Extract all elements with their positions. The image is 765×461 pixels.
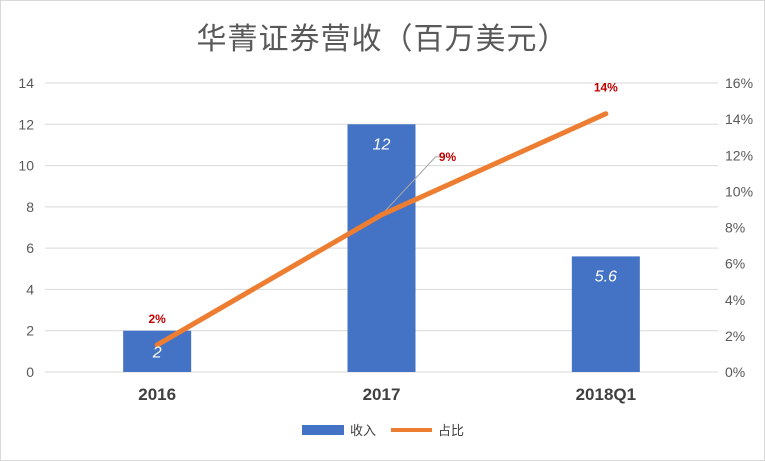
bar: [347, 124, 416, 373]
bar-value-label: 5.6: [595, 268, 617, 285]
y-left-tick-label: 2: [26, 323, 34, 339]
y-right-tick-label: 0%: [725, 364, 745, 380]
chart-title: 华菁证券营收（百万美元）: [196, 22, 569, 57]
line-value-label: 9%: [439, 150, 457, 164]
bar-value-label: 2: [152, 345, 162, 362]
x-tick-label: 2017: [363, 385, 401, 404]
y-left-tick-label: 4: [26, 281, 34, 297]
y-right-tick-label: 14%: [725, 111, 753, 127]
y-left-tick-label: 12: [18, 116, 34, 132]
y-right-tick-label: 16%: [725, 75, 753, 91]
legend-swatch-bar: [302, 425, 344, 435]
axes: 0 2 4 6 8 10 12 14 0% 2% 4% 6% 8% 10% 12% 14% 16% 2016 201…: [18, 75, 753, 404]
y-right-tick-label: 6%: [725, 256, 745, 272]
y-right-tick-label: 10%: [725, 183, 753, 199]
y-left-tick-label: 8: [26, 199, 34, 215]
legend-label: 收入: [350, 424, 376, 439]
y-right-tick-label: 2%: [725, 328, 745, 344]
y-right-tick-label: 4%: [725, 292, 745, 308]
bar-value-label: 12: [373, 136, 391, 153]
y-left-tick-label: 6: [26, 240, 34, 256]
x-tick-label: 2018Q1: [576, 385, 637, 404]
line-point: [155, 342, 160, 347]
y-left-tick-label: 10: [18, 158, 34, 174]
y-right-tick-label: 8%: [725, 220, 745, 236]
bar-series: [123, 124, 640, 373]
bar: [571, 256, 640, 372]
line-point: [379, 212, 384, 217]
bar: [123, 330, 192, 372]
x-tick-label: 2016: [138, 385, 176, 404]
line-value-label: 14%: [594, 81, 618, 95]
line-point: [603, 111, 608, 116]
y-right-tick-label: 12%: [725, 147, 753, 163]
legend-label: 占比: [438, 424, 464, 439]
legend: 收入 占比: [302, 424, 464, 439]
y-left-tick-label: 14: [18, 75, 34, 91]
line-series: [154, 111, 609, 348]
line-value-label: 2%: [148, 312, 166, 326]
data-labels: 2 12 5.6 2% 9% 14%: [148, 81, 618, 362]
y-left-tick-label: 0: [26, 364, 34, 380]
leader-line: [381, 156, 436, 216]
leader-lines: [381, 156, 444, 216]
